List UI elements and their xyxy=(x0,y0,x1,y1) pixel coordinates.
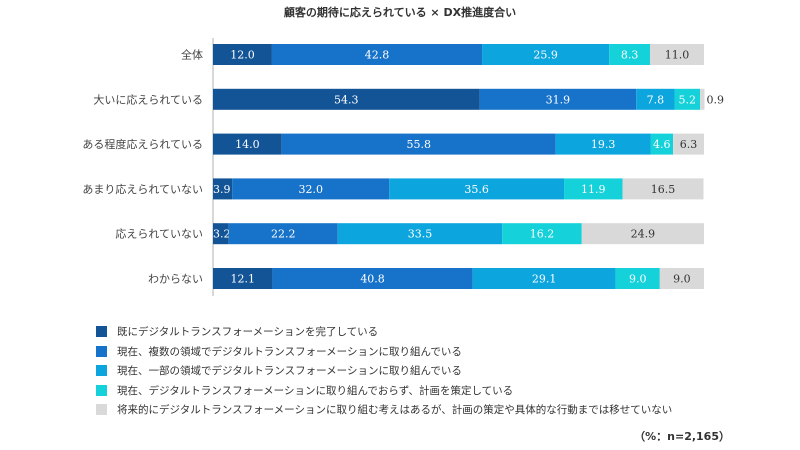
bar-segment xyxy=(213,88,480,110)
legend: 既にデジタルトランスフォーメーションを完了している現在、複数の領域でデジタルトラ… xyxy=(96,322,672,420)
category-label: わからない xyxy=(148,273,203,286)
legend-swatch xyxy=(96,384,107,396)
data-label: 22.2 xyxy=(271,228,296,241)
data-label: 31.9 xyxy=(546,93,571,106)
bar-segment xyxy=(581,223,704,245)
bar-segment xyxy=(213,268,273,289)
legend-swatch xyxy=(96,345,107,357)
data-label: 25.9 xyxy=(533,49,558,62)
legend-label: 既にデジタルトランスフォーメーションを完了している xyxy=(117,326,379,339)
legend-item: 現在、一部の領域でデジタルトランスフォーメーションに取り組んでいる xyxy=(96,361,672,381)
bar-segment xyxy=(479,88,637,110)
data-label: 35.6 xyxy=(464,183,489,196)
data-label: 55.8 xyxy=(406,138,431,151)
data-label: 19.3 xyxy=(591,138,616,151)
data-label: 32.0 xyxy=(298,183,323,196)
bar-segment xyxy=(389,178,565,200)
bar-segment xyxy=(213,133,282,155)
category-label: 大いに応えられている xyxy=(93,92,203,106)
legend-swatch xyxy=(96,404,107,416)
bar-segment xyxy=(232,178,390,200)
legend-item: 既にデジタルトランスフォーメーションを完了している xyxy=(96,322,672,342)
bar-segment xyxy=(271,44,483,65)
data-label: 42.8 xyxy=(365,49,390,62)
bar-segment xyxy=(636,88,675,110)
data-label: 16.2 xyxy=(530,228,555,241)
bar-segment xyxy=(649,44,704,65)
legend-swatch xyxy=(96,326,107,338)
bar-segment xyxy=(337,223,503,245)
bar-segment xyxy=(281,133,556,155)
bar-segment xyxy=(472,268,616,289)
chart-title: 顧客の期待に応えられている × DX推進度合い xyxy=(283,6,517,19)
legend-item: 現在、複数の領域でデジタルトランスフォーメーションに取り組んでいる xyxy=(96,342,672,362)
data-label: 11.9 xyxy=(581,183,606,196)
data-label: 12.1 xyxy=(230,273,255,286)
data-label: 40.8 xyxy=(360,273,385,286)
legend-label: 現在、一部の領域でデジタルトランスフォーメーションに取り組んでいる xyxy=(117,365,462,378)
bar-segment xyxy=(650,133,674,155)
data-label: 9.0 xyxy=(629,273,647,286)
legend-label: 現在、デジタルトランスフォーメーションに取り組んでおらず、計画を策定している xyxy=(117,384,514,397)
bar-segment xyxy=(564,178,623,200)
legend-item: 将来的にデジタルトランスフォーメーションに取り組む考えはあるが、計画の策定や具体… xyxy=(96,400,672,420)
category-label: 応えられていない xyxy=(115,227,203,241)
category-label: ある程度応えられている xyxy=(82,137,203,151)
bar-segment xyxy=(700,88,705,110)
data-label: 3.2 xyxy=(213,228,231,241)
data-label: 12.0 xyxy=(230,49,255,62)
sample-size-note: （%：n=2,165） xyxy=(634,430,730,443)
legend-label: 現在、複数の領域でデジタルトランスフォーメーションに取り組んでいる xyxy=(117,345,462,358)
legend-item: 現在、デジタルトランスフォーメーションに取り組んでおらず、計画を策定している xyxy=(96,381,672,401)
data-label: 54.3 xyxy=(334,93,359,106)
bar-segment xyxy=(673,133,704,155)
bar-segment xyxy=(228,223,338,245)
data-label: 33.5 xyxy=(408,228,433,241)
bar-segment xyxy=(615,268,660,289)
data-label: 3.9 xyxy=(213,183,231,196)
data-label: 8.3 xyxy=(621,49,639,62)
bar-segment xyxy=(674,88,701,110)
data-label: 5.2 xyxy=(679,93,697,106)
bar-segment xyxy=(272,268,473,289)
data-label: 29.1 xyxy=(532,273,557,286)
bar-segment xyxy=(213,223,229,245)
legend-swatch xyxy=(96,365,107,377)
category-label: あまり応えられていない xyxy=(82,182,203,196)
bar-segment xyxy=(482,44,610,65)
bar-segment xyxy=(622,178,704,200)
data-label: 9.0 xyxy=(673,273,691,286)
bar-segment xyxy=(213,44,272,65)
bar-segment xyxy=(659,268,704,289)
data-label: 11.0 xyxy=(665,49,690,62)
bar-segment xyxy=(213,178,233,200)
data-label: 24.9 xyxy=(631,228,656,241)
data-label: 7.8 xyxy=(647,93,665,106)
bar-segment xyxy=(609,44,650,65)
legend-label: 将来的にデジタルトランスフォーメーションに取り組む考えはあるが、計画の策定や具体… xyxy=(117,404,673,417)
data-label: 0.9 xyxy=(706,93,724,106)
bar-segment xyxy=(502,223,582,245)
data-label: 6.3 xyxy=(680,138,698,151)
bar-segment xyxy=(555,133,651,155)
category-label: 全体 xyxy=(181,48,203,62)
data-label: 16.5 xyxy=(651,183,676,196)
data-label: 4.6 xyxy=(653,138,671,151)
data-label: 14.0 xyxy=(235,138,260,151)
